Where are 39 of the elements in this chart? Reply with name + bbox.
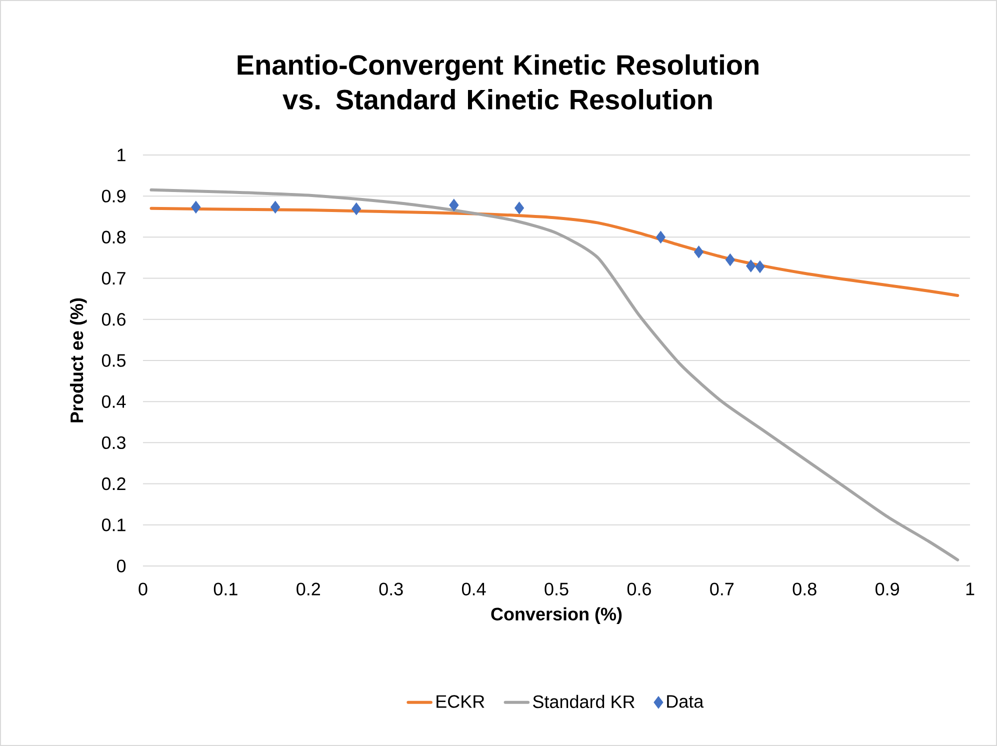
point [270,200,280,214]
point [656,230,666,244]
point [694,246,704,258]
x-tick-label: 0.9 [876,582,899,596]
y-axis-title: Product ee (%) [70,298,87,422]
y-tick-label: 0 [116,560,126,572]
x-tick-label: 0.5 [544,582,568,596]
y-tick-label: 0.3 [102,436,126,450]
x-tick-label: 0 [138,582,148,596]
x-tick-label: 0.2 [296,582,320,596]
point [191,200,201,214]
point [449,198,459,212]
y-tick-label: 0.4 [102,395,126,408]
y-tick-label: 1 [118,148,126,162]
y-tick-label: 0.9 [102,190,126,202]
x-tick-label: 0.3 [379,582,403,596]
point [746,260,756,272]
x-tick-label: 1 [966,582,974,596]
y-tick-label: 0.5 [102,354,126,367]
x-tick-label: 0.8 [792,582,816,596]
legend-label: ECKR [436,695,484,708]
x-tick-label: 0.1 [214,582,238,596]
point [725,254,735,266]
y-tick-label: 0.2 [102,477,126,490]
legend-label: Standard KR [533,694,634,708]
point [514,202,524,214]
y-tick-label: 0.6 [102,313,126,326]
point [352,202,362,216]
y-tick-label: 0.7 [102,272,126,285]
chart-title: Enantio-Convergent Kinetic Resolution vs. Standard Kinetic Resolution [238,54,758,110]
x-tick-label: 0.4 [462,582,486,596]
y-tick-label: 0.1 [102,518,126,532]
legend-label: Data [667,695,704,708]
point [755,260,765,274]
y-tick-label: 0.8 [102,230,126,244]
x-tick-label: 0.6 [627,582,651,596]
x-tick-label: 0.7 [710,582,734,596]
line-series [150,188,960,562]
x-axis-title: Conversion (%) [491,607,622,624]
